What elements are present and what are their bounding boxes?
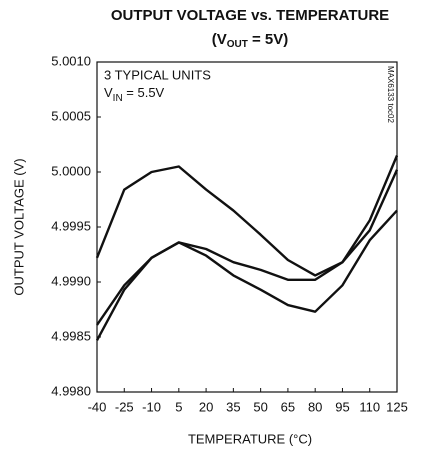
x-tick-label: 50 <box>253 399 267 414</box>
x-tick-label: -25 <box>115 399 134 414</box>
y-tick-label: 4.9990 <box>51 273 91 288</box>
subtitle-subscript: OUT <box>227 39 248 50</box>
x-tick-label: 5 <box>175 399 182 414</box>
y-tick-label: 4.9985 <box>51 328 91 343</box>
x-tick-label: 35 <box>226 399 240 414</box>
x-tick-label: 80 <box>308 399 322 414</box>
x-tick-label: 65 <box>281 399 295 414</box>
y-tick-label: 5.0000 <box>51 163 91 178</box>
annotation: 3 TYPICAL UNITS <box>104 67 211 82</box>
chart-subtitle: (VOUT = 5V) <box>212 31 289 50</box>
vin-subscript: IN <box>113 93 123 104</box>
annotation-vin: VIN = 5.5V <box>104 85 165 103</box>
x-tick-label: -10 <box>142 399 161 414</box>
figure-id: MAX6133 toc02 <box>386 66 395 123</box>
vin-part: = 5.5V <box>123 85 165 100</box>
y-tick-label: 4.9980 <box>51 383 91 398</box>
y-axis-label: OUTPUT VOLTAGE (V) <box>11 158 26 295</box>
x-axis-label: TEMPERATURE (°C) <box>188 431 312 446</box>
x-tick-label: 110 <box>359 399 380 414</box>
chart-title: OUTPUT VOLTAGE vs. TEMPERATURE <box>111 7 389 24</box>
series-line <box>95 209 398 341</box>
subtitle-part: = 5V) <box>248 31 288 48</box>
y-tick-label: 5.0010 <box>51 53 91 68</box>
x-tick-label: 20 <box>199 399 213 414</box>
subtitle-part: (V <box>212 31 227 48</box>
x-tick-label: -40 <box>88 399 107 414</box>
series-line <box>95 155 399 277</box>
vin-part: V <box>104 85 113 100</box>
y-tick-label: 5.0005 <box>51 108 91 123</box>
plot-frame <box>96 61 398 393</box>
y-tick-label: 4.9995 <box>51 218 91 233</box>
x-tick-label: 125 <box>386 399 408 414</box>
x-tick-label: 95 <box>335 399 349 414</box>
